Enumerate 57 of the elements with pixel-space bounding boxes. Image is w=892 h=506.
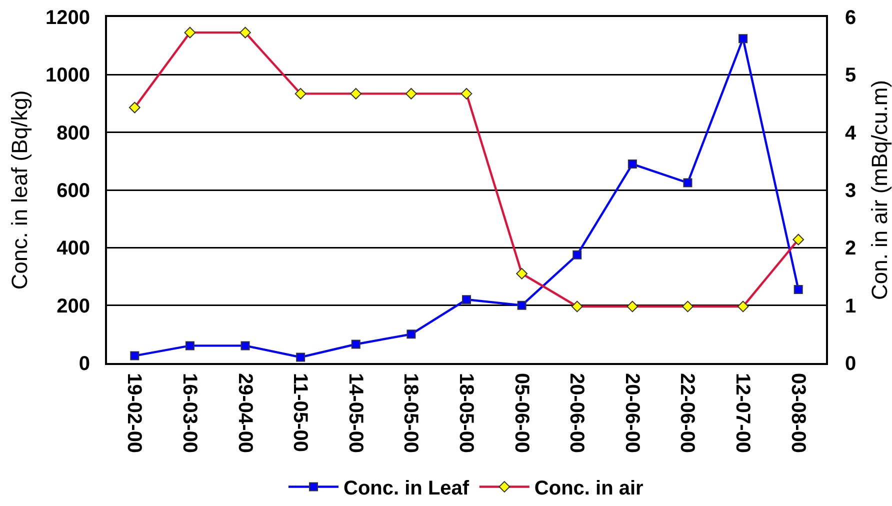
x-tick-label: 12-07-00 [732,373,754,454]
point [406,330,416,339]
y2-tick-label: 5 [845,64,856,87]
point [794,284,803,294]
y-tick-label: 1200 [46,7,90,29]
point [626,300,638,312]
x-tick-label: 29-04-00 [234,373,256,454]
point [737,300,749,312]
y2-tick-label: 4 [845,122,857,144]
point [240,341,250,350]
y-tick-label: 0 [78,353,90,375]
point [240,26,251,38]
y2-tick-label: 6 [845,7,856,29]
x-tick-label: 03-08-00 [786,373,809,454]
x-tick-label: 14-05-00 [344,373,366,454]
point [738,34,748,44]
point [516,268,528,280]
legend-label: Conc. in air [534,478,644,500]
point [517,300,526,310]
point [128,102,140,114]
x-tick-label: 19-02-00 [123,373,146,454]
y2-tick-label: 1 [845,295,856,318]
point [405,88,417,100]
point [792,234,804,246]
point [130,351,140,360]
x-tick-label: 16-03-00 [178,373,200,454]
y-tick-label: 1000 [46,64,90,87]
point [296,352,306,362]
x-tick-label: 05-06-00 [510,373,532,454]
y-axis-title: Conc. in leaf (Bq/kg) [6,90,32,290]
point [682,300,694,312]
y-tick-label: 200 [56,295,90,318]
x-tick-label: 11-05-00 [289,373,312,452]
point [294,88,306,100]
legend-label: Conc. in Leaf [344,478,470,500]
x-tick-label: 20-06-00 [620,373,643,454]
x-tick-label: 20-06-00 [566,373,588,454]
point [683,178,692,188]
x-tick-label: 18-05-00 [400,373,422,454]
point [350,88,362,100]
point [628,160,637,169]
y2-tick-label: 0 [845,353,856,375]
y-tick-label: 800 [56,122,90,144]
point [185,341,194,350]
x-tick-label: 22-06-00 [676,373,698,454]
point [351,340,360,349]
point [460,88,472,100]
x-tick-label: 18-05-00 [455,373,477,454]
y-tick-label: 400 [56,238,90,260]
point [184,26,196,38]
y2-tick-label: 2 [845,238,856,260]
point [462,295,471,304]
point [572,250,582,260]
y2-tick-label: 3 [845,180,856,202]
y-tick-label: 600 [56,180,90,202]
y2-axis-title: Con. in air (mBq/cu.m) [867,80,892,300]
point [571,300,583,312]
